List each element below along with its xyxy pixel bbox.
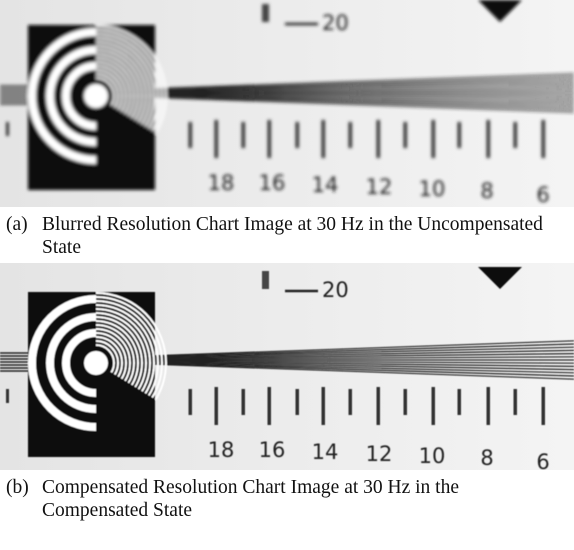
- tick: [542, 387, 546, 425]
- chart-label: 20: [322, 278, 349, 302]
- caption-label: (a): [6, 213, 42, 263]
- tick: [404, 389, 408, 415]
- chart-label: 10: [419, 444, 446, 468]
- left-mark: [6, 389, 9, 403]
- figure: 20 18 16 14 12 10 8 6 (a) Blurred Resolution Ch…: [0, 0, 574, 263]
- tick: [189, 122, 193, 148]
- caption: (a) Blurred Resolution Chart Image at 30…: [0, 207, 574, 263]
- chart-label: 16: [259, 171, 286, 195]
- tick: [432, 387, 436, 425]
- caption-text: Blurred Resolution Chart Image at 30 Hz …: [42, 213, 570, 263]
- tick: [458, 122, 462, 148]
- tick: [322, 387, 326, 425]
- left-mark: [6, 122, 9, 136]
- caption-text: Compensated Resolution Chart Image at 30…: [42, 476, 570, 526]
- caption-label: (b): [6, 476, 42, 526]
- tick: [268, 120, 272, 158]
- tick: [514, 122, 518, 148]
- tick: [296, 122, 300, 148]
- chart-label: 16: [259, 438, 286, 462]
- tick: [542, 120, 546, 158]
- page: 20 18 16 14 12 10 8 6 (a) Blurred Resolution Ch…: [0, 0, 574, 550]
- chart-label: 12: [366, 175, 393, 199]
- chart-label: 20: [322, 11, 349, 35]
- tick: [215, 120, 219, 158]
- image-panel: 20 18 16 14 12 10 8 6: [0, 263, 574, 470]
- tick: [349, 389, 353, 415]
- chart-label: 12: [366, 442, 393, 466]
- tick: [432, 120, 436, 158]
- caption: (b) Compensated Resolution Chart Image a…: [0, 470, 574, 526]
- tick: [458, 389, 462, 415]
- chart-label: 6: [536, 450, 549, 470]
- tick: [215, 387, 219, 425]
- chart-label: 6: [536, 183, 549, 207]
- tick: [377, 120, 381, 158]
- chart-label: 8: [480, 179, 493, 203]
- tick: [377, 387, 381, 425]
- image-panel: 20 18 16 14 12 10 8 6: [0, 0, 574, 207]
- tick: [514, 389, 518, 415]
- chart-label: 14: [312, 173, 339, 197]
- chart-label: 18: [208, 171, 235, 195]
- tick: [487, 387, 491, 425]
- tick: [189, 389, 193, 415]
- chart-label: 10: [419, 177, 446, 201]
- chart-label: 8: [480, 446, 493, 470]
- center-dot: [84, 84, 108, 108]
- chart-label: 14: [312, 440, 339, 464]
- chart-label: 18: [208, 438, 235, 462]
- tick: [268, 387, 272, 425]
- tick: [242, 389, 246, 415]
- top-bar: [262, 271, 269, 289]
- tick: [242, 122, 246, 148]
- figure: 20 18 16 14 12 10 8 6 (b) Compensated Resolutio…: [0, 263, 574, 526]
- tick: [487, 120, 491, 158]
- tick: [404, 122, 408, 148]
- tick: [322, 120, 326, 158]
- top-bar: [262, 4, 269, 22]
- tick: [349, 122, 353, 148]
- center-dot: [84, 351, 108, 375]
- tick: [296, 389, 300, 415]
